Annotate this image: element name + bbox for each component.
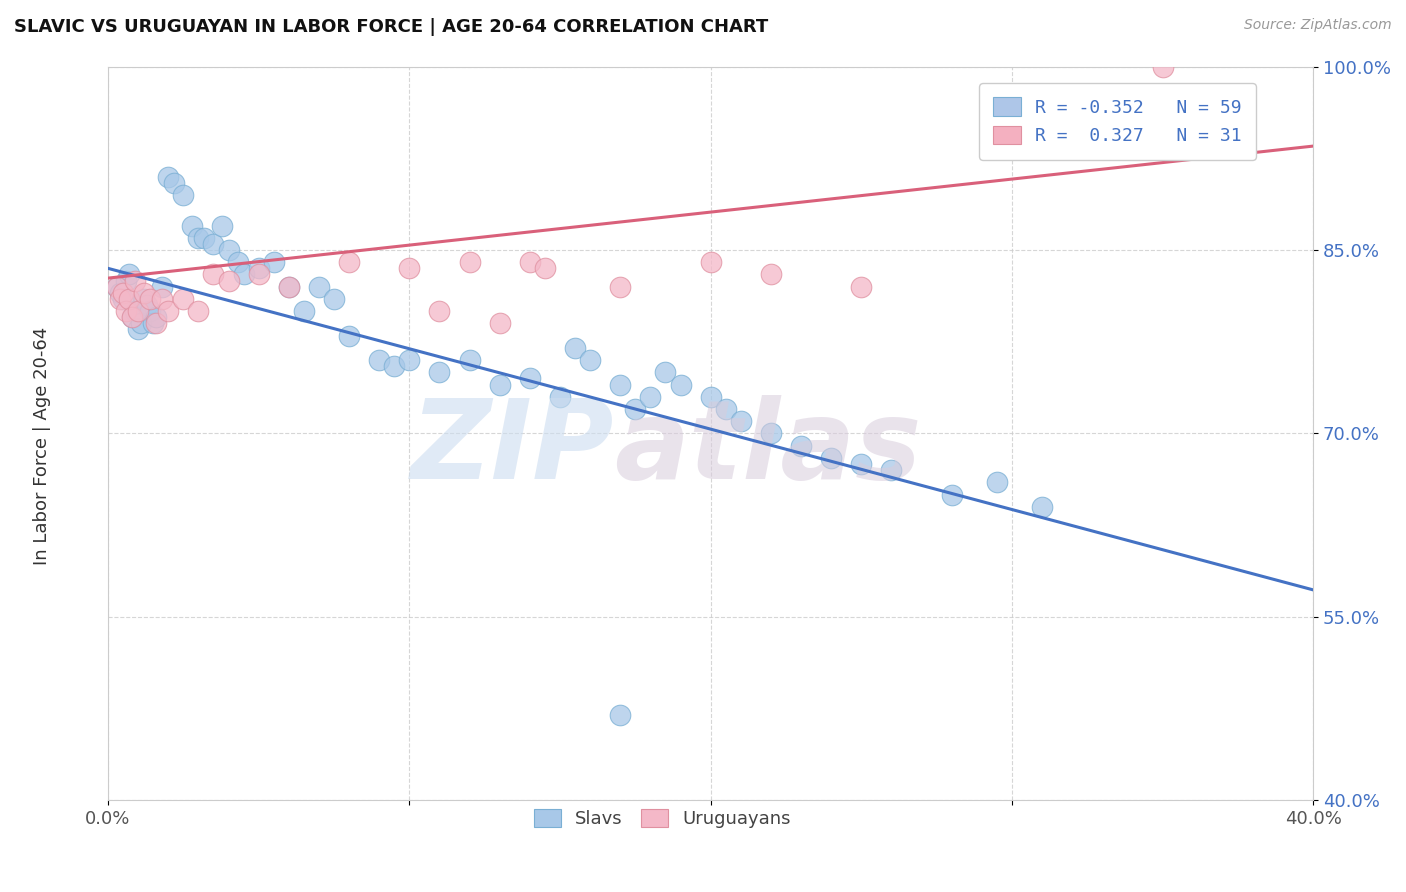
Point <box>247 261 270 276</box>
Text: Source: ZipAtlas.com: Source: ZipAtlas.com <box>1244 18 1392 32</box>
Point <box>127 322 149 336</box>
Point <box>218 243 240 257</box>
Point <box>157 169 180 184</box>
Point <box>277 279 299 293</box>
Point <box>145 317 167 331</box>
Point <box>139 292 162 306</box>
Point <box>211 219 233 233</box>
Point <box>986 475 1008 490</box>
Legend: Slavs, Uruguayans: Slavs, Uruguayans <box>527 801 799 835</box>
Point <box>519 371 541 385</box>
Point <box>105 279 128 293</box>
Point <box>851 457 873 471</box>
Point <box>124 274 146 288</box>
Point <box>226 255 249 269</box>
Point <box>218 274 240 288</box>
Text: ZIP: ZIP <box>411 394 614 501</box>
Point <box>163 176 186 190</box>
Point <box>398 261 420 276</box>
Point <box>121 310 143 325</box>
Point <box>187 304 209 318</box>
Point <box>181 219 204 233</box>
Point <box>429 365 451 379</box>
Point <box>941 487 963 501</box>
Point <box>121 310 143 325</box>
Point <box>115 304 138 318</box>
Point <box>488 317 510 331</box>
Point <box>624 401 647 416</box>
Point <box>202 236 225 251</box>
Point <box>609 279 631 293</box>
Point <box>564 341 586 355</box>
Point <box>157 304 180 318</box>
Text: In Labor Force | Age 20-64: In Labor Force | Age 20-64 <box>34 326 51 566</box>
Point <box>108 285 131 300</box>
Point <box>263 255 285 269</box>
Point <box>277 279 299 293</box>
Point <box>429 304 451 318</box>
Point <box>880 463 903 477</box>
Point <box>193 231 215 245</box>
Point <box>112 285 135 300</box>
Point <box>458 255 481 269</box>
Point <box>142 317 165 331</box>
Point <box>669 377 692 392</box>
Point <box>714 401 737 416</box>
Point <box>118 268 141 282</box>
Point <box>187 231 209 245</box>
Point <box>382 359 405 373</box>
Point <box>108 292 131 306</box>
Point <box>548 390 571 404</box>
Point <box>790 439 813 453</box>
Point <box>699 390 721 404</box>
Point <box>398 353 420 368</box>
Point <box>308 279 330 293</box>
Point <box>759 426 782 441</box>
Text: SLAVIC VS URUGUAYAN IN LABOR FORCE | AGE 20-64 CORRELATION CHART: SLAVIC VS URUGUAYAN IN LABOR FORCE | AGE… <box>14 18 768 36</box>
Point <box>134 285 156 300</box>
Point <box>112 292 135 306</box>
Point <box>136 298 159 312</box>
Point <box>337 255 360 269</box>
Point <box>640 390 662 404</box>
Point <box>337 328 360 343</box>
Point <box>232 268 254 282</box>
Point <box>654 365 676 379</box>
Point <box>579 353 602 368</box>
Point <box>609 377 631 392</box>
Point <box>202 268 225 282</box>
Point <box>1031 500 1053 514</box>
Point <box>820 450 842 465</box>
Point <box>323 292 346 306</box>
Point <box>127 304 149 318</box>
Point <box>699 255 721 269</box>
Point <box>759 268 782 282</box>
Point <box>519 255 541 269</box>
Point <box>172 188 194 202</box>
Point <box>150 279 173 293</box>
Point <box>368 353 391 368</box>
Point <box>730 414 752 428</box>
Point <box>851 279 873 293</box>
Point <box>534 261 557 276</box>
Point <box>139 304 162 318</box>
Point <box>134 292 156 306</box>
Point <box>1152 60 1174 74</box>
Point <box>292 304 315 318</box>
Text: atlas: atlas <box>614 394 921 501</box>
Point <box>105 279 128 293</box>
Point <box>458 353 481 368</box>
Point <box>150 292 173 306</box>
Point <box>129 317 152 331</box>
Point <box>172 292 194 306</box>
Point <box>124 304 146 318</box>
Point <box>145 310 167 325</box>
Point <box>118 292 141 306</box>
Point <box>115 274 138 288</box>
Point <box>609 707 631 722</box>
Point <box>488 377 510 392</box>
Point <box>247 268 270 282</box>
